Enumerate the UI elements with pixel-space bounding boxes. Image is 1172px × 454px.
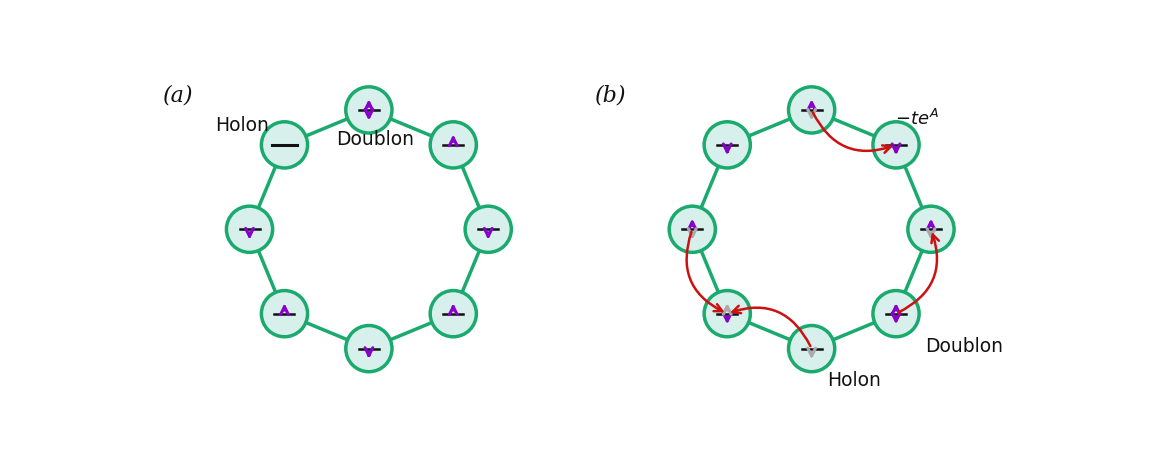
Text: Holon: Holon [216, 116, 270, 135]
FancyArrowPatch shape [732, 306, 810, 346]
Ellipse shape [873, 291, 919, 337]
Text: $-te^{A}$: $-te^{A}$ [894, 109, 939, 129]
Ellipse shape [873, 122, 919, 168]
Text: Doublon: Doublon [336, 130, 414, 148]
Ellipse shape [261, 122, 307, 168]
Text: (a): (a) [163, 84, 193, 107]
Ellipse shape [346, 87, 391, 133]
FancyArrowPatch shape [813, 113, 891, 153]
FancyArrowPatch shape [687, 232, 722, 311]
Ellipse shape [465, 206, 511, 252]
Text: (b): (b) [594, 84, 626, 107]
Ellipse shape [789, 326, 834, 372]
Ellipse shape [704, 291, 750, 337]
Ellipse shape [430, 122, 476, 168]
Text: Doublon: Doublon [925, 336, 1003, 355]
Ellipse shape [704, 122, 750, 168]
Ellipse shape [789, 87, 834, 133]
Ellipse shape [908, 206, 954, 252]
FancyArrowPatch shape [899, 235, 939, 312]
Ellipse shape [346, 326, 391, 372]
Text: Holon: Holon [827, 371, 881, 390]
Ellipse shape [430, 291, 476, 337]
Ellipse shape [669, 206, 715, 252]
Ellipse shape [261, 291, 307, 337]
Ellipse shape [226, 206, 273, 252]
